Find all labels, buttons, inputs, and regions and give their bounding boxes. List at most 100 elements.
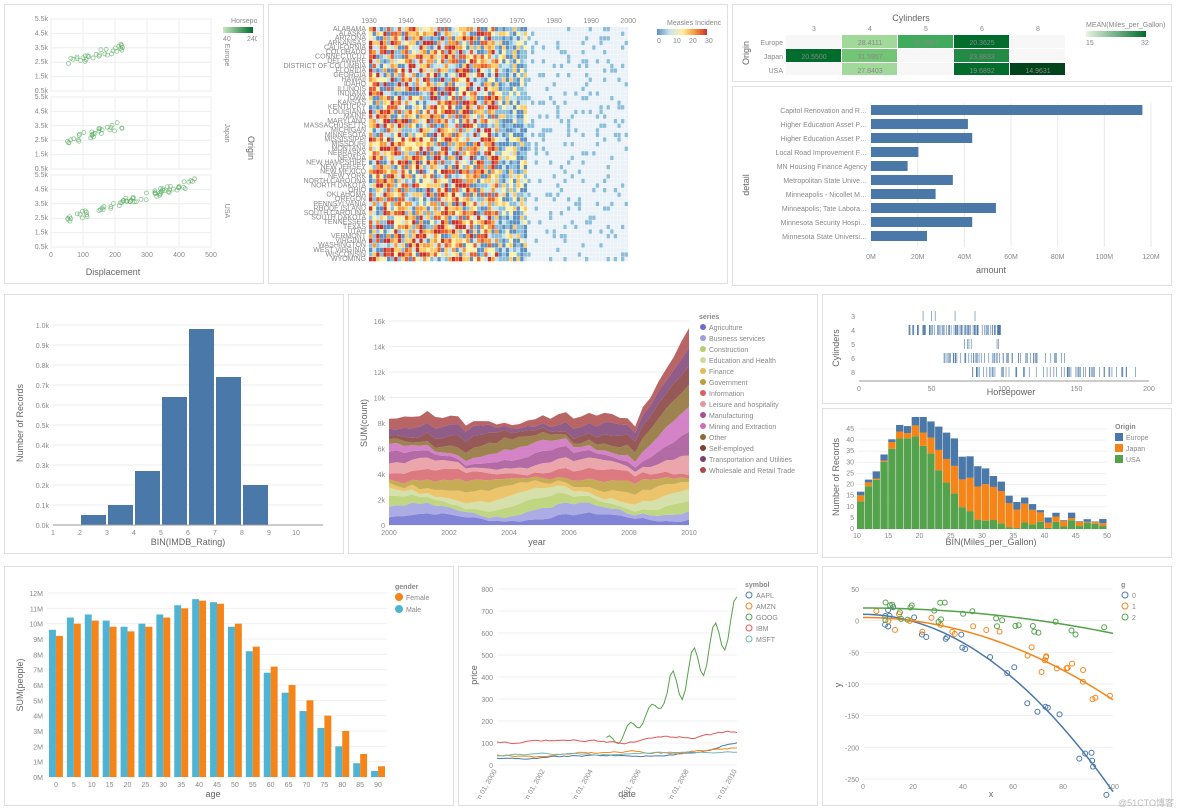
svg-text:series: series — [699, 314, 719, 321]
svg-text:800: 800 — [481, 587, 493, 594]
row1-right-col: Cylinders 34568Europe28.411137.366720.36… — [732, 4, 1172, 286]
svg-text:3.5k: 3.5k — [35, 45, 49, 52]
svg-text:8M: 8M — [33, 652, 43, 659]
svg-text:Higher Education Asset P…: Higher Education Asset P… — [781, 122, 867, 129]
svg-text:4.5k: 4.5k — [35, 30, 49, 37]
svg-text:Agriculture: Agriculture — [709, 325, 743, 332]
svg-text:8k: 8k — [378, 421, 386, 428]
svg-text:1.5k: 1.5k — [35, 74, 49, 81]
svg-text:0.8k: 0.8k — [36, 363, 50, 370]
svg-text:12k: 12k — [374, 370, 386, 377]
svg-text:10: 10 — [673, 38, 681, 45]
svg-text:SUM(count): SUM(count) — [359, 399, 369, 447]
svg-text:2M: 2M — [33, 744, 43, 751]
svg-text:SUM(people): SUM(people) — [15, 658, 25, 711]
svg-text:Minnesota State Universi…: Minnesota State Universi… — [782, 234, 867, 241]
svg-text:55: 55 — [249, 782, 257, 789]
svg-text:400: 400 — [481, 675, 493, 682]
svg-text:Displacement: Displacement — [86, 267, 141, 277]
svg-text:BIN(Miles_per_Gallon): BIN(Miles_per_Gallon) — [945, 537, 1036, 547]
svg-text:28.4111: 28.4111 — [858, 40, 882, 47]
svg-text:Jan 01, 2008: Jan 01, 2008 — [664, 768, 690, 799]
svg-text:4: 4 — [851, 328, 855, 335]
svg-text:Europe: Europe — [223, 44, 230, 67]
svg-text:0: 0 — [850, 526, 854, 533]
svg-text:Minneapolis; Tate Labora…: Minneapolis; Tate Labora… — [782, 206, 867, 213]
svg-text:Mining and Extraction: Mining and Extraction — [709, 424, 776, 431]
svg-text:Jan 01, 2000: Jan 01, 2000 — [472, 768, 498, 799]
svg-text:10: 10 — [853, 533, 861, 540]
svg-text:2: 2 — [78, 530, 82, 537]
svg-text:Origin: Origin — [1115, 424, 1136, 431]
origin-cyl-table: Cylinders 34568Europe28.411137.366720.36… — [741, 13, 1165, 75]
svg-text:60M: 60M — [1004, 254, 1018, 261]
svg-text:5: 5 — [851, 342, 855, 349]
svg-text:5: 5 — [850, 515, 854, 522]
svg-text:50: 50 — [231, 782, 239, 789]
svg-text:10M: 10M — [29, 622, 43, 629]
svg-text:Japan: Japan — [1126, 446, 1145, 453]
svg-text:Cylinders: Cylinders — [892, 13, 930, 23]
loess-scatter: -250-200-150-100-50050020406080100g012 x… — [831, 575, 1165, 799]
svg-text:0M: 0M — [33, 775, 43, 782]
svg-text:detail: detail — [741, 174, 751, 196]
svg-text:27.8403: 27.8403 — [857, 68, 882, 75]
area-panel: 02k4k6k8k10k12k14k16k2000200220042006200… — [348, 294, 818, 554]
svg-text:Male: Male — [406, 607, 421, 614]
svg-text:Minneapolis - Nicollet M…: Minneapolis - Nicollet M… — [786, 192, 867, 199]
svg-text:0.5k: 0.5k — [35, 244, 49, 251]
svg-text:0: 0 — [49, 252, 53, 259]
svg-text:70: 70 — [303, 782, 311, 789]
svg-text:-150: -150 — [845, 714, 859, 721]
svg-text:40: 40 — [223, 36, 231, 43]
svg-text:10: 10 — [88, 782, 96, 789]
svg-text:75: 75 — [320, 782, 328, 789]
row-1: Horsepower 40 240 Europe0.5k1.5k2.5k3.5k… — [0, 0, 1184, 290]
svg-text:2010: 2010 — [681, 530, 697, 537]
svg-text:19.6892: 19.6892 — [969, 68, 994, 75]
svg-text:1930: 1930 — [361, 18, 377, 25]
svg-text:60: 60 — [1009, 784, 1017, 791]
svg-text:Government: Government — [709, 380, 748, 387]
svg-text:700: 700 — [481, 609, 493, 616]
svg-text:14k: 14k — [374, 345, 386, 352]
svg-text:500: 500 — [481, 653, 493, 660]
svg-text:USA: USA — [1126, 457, 1141, 464]
svg-text:amount: amount — [976, 265, 1007, 275]
row-3: 0M1M2M3M4M5M6M7M8M9M10M11M12M05101520253… — [0, 562, 1184, 810]
svg-text:2002: 2002 — [441, 530, 457, 537]
svg-text:WYOMING: WYOMING — [331, 256, 366, 263]
svg-text:9M: 9M — [33, 637, 43, 644]
scatter-facet-panel: Horsepower 40 240 Europe0.5k1.5k2.5k3.5k… — [4, 4, 264, 284]
svg-text:0: 0 — [861, 784, 865, 791]
svg-text:2000: 2000 — [381, 530, 397, 537]
svg-text:Cylinders: Cylinders — [831, 329, 841, 367]
svg-text:2.5k: 2.5k — [35, 137, 49, 144]
svg-text:14.9631: 14.9631 — [1025, 68, 1050, 75]
svg-text:40M: 40M — [958, 254, 972, 261]
svg-text:Local Road Improvement F…: Local Road Improvement F… — [776, 150, 867, 157]
scatter-facet-chart: Horsepower 40 240 Europe0.5k1.5k2.5k3.5k… — [13, 13, 257, 277]
svg-text:6k: 6k — [378, 447, 386, 454]
svg-text:65: 65 — [285, 782, 293, 789]
svg-text:5M: 5M — [33, 698, 43, 705]
svg-text:2008: 2008 — [621, 530, 637, 537]
svg-text:9: 9 — [267, 530, 271, 537]
watermark: @51CTO博客 — [1118, 796, 1174, 809]
histogram-panel: 0.0k0.1k0.2k0.3k0.4k0.5k0.6k0.7k0.8k0.9k… — [4, 294, 344, 554]
svg-text:25: 25 — [142, 782, 150, 789]
svg-text:30: 30 — [705, 38, 713, 45]
svg-text:USA: USA — [769, 68, 784, 75]
hp-ticks: 05010015020034568 Horsepower Cylinders — [831, 303, 1165, 397]
svg-text:AAPL: AAPL — [756, 593, 774, 600]
svg-text:20: 20 — [689, 38, 697, 45]
svg-text:30: 30 — [846, 459, 854, 466]
origin-cyl-panel: Cylinders 34568Europe28.411137.366720.36… — [732, 4, 1172, 82]
svg-text:11M: 11M — [30, 606, 43, 613]
svg-text:16k: 16k — [374, 319, 386, 326]
svg-text:1960: 1960 — [472, 18, 488, 25]
svg-text:1.5k: 1.5k — [35, 152, 49, 159]
svg-text:4: 4 — [868, 26, 872, 33]
svg-text:Leisure and hospitality: Leisure and hospitality — [709, 402, 779, 409]
svg-text:35: 35 — [177, 782, 185, 789]
